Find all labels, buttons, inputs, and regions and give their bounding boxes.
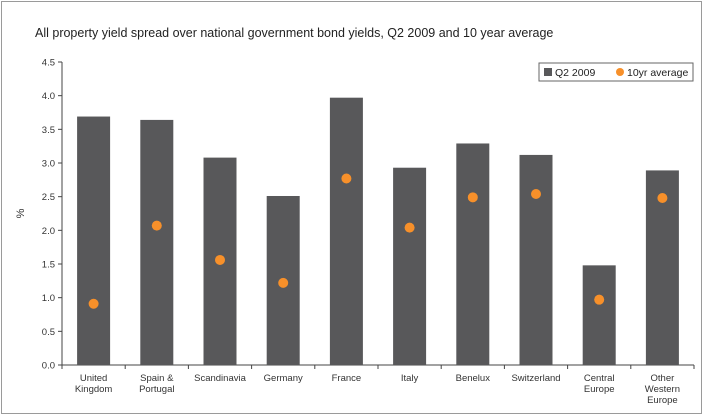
x-category-label: Italy [401, 373, 419, 384]
y-tick-label: 0.5 [42, 327, 55, 338]
y-tick-label: 4.0 [42, 91, 55, 102]
legend-label-q2-2009: Q2 2009 [555, 67, 595, 79]
y-tick-label: 3.5 [42, 125, 55, 136]
legend-label-10yr-average: 10yr average [627, 67, 688, 79]
bar-q2-2009 [140, 120, 173, 365]
y-tick-label: 1.0 [42, 293, 55, 304]
legend-swatch-10yr-average [616, 68, 624, 76]
x-category-label: United Kingdom [75, 373, 113, 395]
y-tick-label: 4.5 [42, 58, 55, 69]
marker-10yr-average [215, 255, 225, 265]
x-category-label: France [332, 373, 362, 384]
y-tick-label: 2.0 [42, 226, 55, 237]
y-tick-label: 3.0 [42, 159, 55, 170]
x-category-label: Scandinavia [194, 373, 246, 384]
bar-q2-2009 [330, 98, 363, 365]
legend-swatch-q2-2009 [544, 68, 552, 76]
marker-10yr-average [278, 278, 288, 288]
x-category-label: Germany [264, 373, 303, 384]
y-tick-label: 1.5 [42, 260, 55, 271]
marker-10yr-average [531, 189, 541, 199]
marker-10yr-average [468, 192, 478, 202]
bar-q2-2009 [520, 155, 553, 365]
y-tick-label: 0.0 [42, 361, 55, 372]
marker-10yr-average [594, 295, 604, 305]
x-category-label: Benelux [456, 373, 491, 384]
bar-q2-2009 [77, 117, 110, 365]
marker-10yr-average [405, 223, 415, 233]
x-category-label: Switzerland [511, 373, 560, 384]
marker-10yr-average [341, 173, 351, 183]
y-tick-label: 2.5 [42, 192, 55, 203]
bar-q2-2009 [456, 143, 489, 365]
y-axis-label: % [15, 208, 27, 218]
marker-10yr-average [152, 221, 162, 231]
x-category-label: Other Western Europe [645, 373, 680, 406]
x-category-label: Central Europe [584, 373, 615, 395]
bar-q2-2009 [583, 265, 616, 365]
marker-10yr-average [657, 193, 667, 203]
marker-10yr-average [89, 299, 99, 309]
bar-q2-2009 [393, 168, 426, 365]
x-category-label: Spain & Portugal [139, 373, 174, 395]
